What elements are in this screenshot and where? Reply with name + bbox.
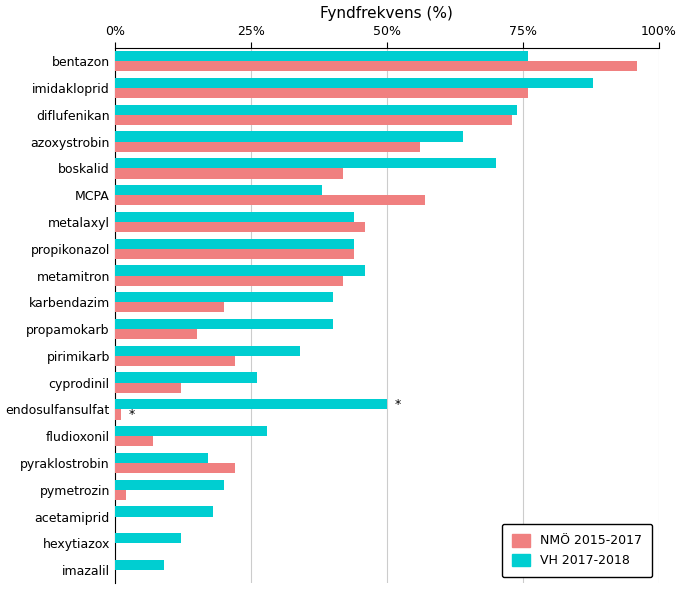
Bar bbox=[115, 489, 126, 500]
Bar bbox=[115, 249, 355, 259]
Bar bbox=[115, 356, 235, 366]
Bar bbox=[115, 409, 121, 419]
Bar bbox=[115, 479, 224, 489]
Bar bbox=[115, 276, 344, 286]
Bar bbox=[115, 399, 387, 409]
Bar bbox=[115, 239, 355, 249]
Bar bbox=[115, 88, 528, 98]
Text: *: * bbox=[395, 398, 401, 411]
Bar bbox=[115, 436, 153, 446]
Bar bbox=[115, 453, 208, 463]
Bar bbox=[115, 507, 213, 517]
Bar bbox=[115, 105, 517, 115]
Bar bbox=[115, 383, 181, 393]
Bar bbox=[115, 292, 333, 302]
Bar bbox=[115, 372, 256, 383]
Bar bbox=[115, 426, 267, 436]
Bar bbox=[115, 463, 235, 473]
Bar bbox=[115, 61, 637, 71]
Bar bbox=[115, 319, 333, 329]
Bar bbox=[115, 131, 463, 141]
Bar bbox=[115, 158, 496, 168]
X-axis label: Fyndfrekvens (%): Fyndfrekvens (%) bbox=[321, 5, 454, 21]
Bar bbox=[115, 195, 425, 206]
Bar bbox=[115, 302, 224, 313]
Bar bbox=[115, 51, 528, 61]
Bar bbox=[115, 212, 355, 222]
Bar bbox=[115, 78, 593, 88]
Bar bbox=[115, 533, 181, 543]
Bar bbox=[115, 346, 300, 356]
Bar bbox=[115, 560, 164, 570]
Bar bbox=[115, 185, 322, 195]
Bar bbox=[115, 115, 512, 125]
Bar bbox=[115, 329, 197, 339]
Bar bbox=[115, 222, 365, 232]
Bar bbox=[115, 141, 419, 152]
Text: *: * bbox=[129, 408, 135, 421]
Bar bbox=[115, 168, 344, 178]
Bar bbox=[115, 265, 365, 276]
Legend: NMÖ 2015-2017, VH 2017-2018: NMÖ 2015-2017, VH 2017-2018 bbox=[501, 524, 652, 577]
